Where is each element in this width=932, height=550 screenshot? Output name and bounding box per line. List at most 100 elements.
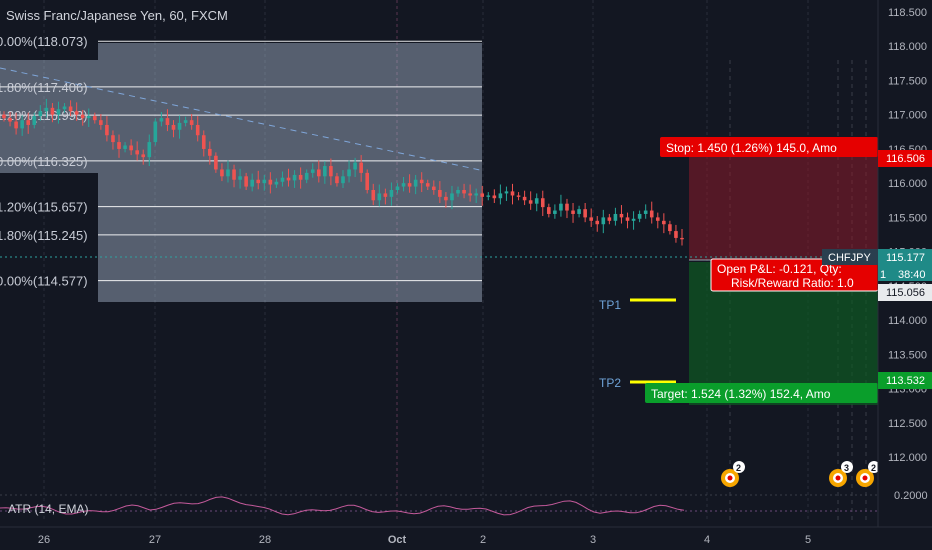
candle-body [383, 193, 388, 197]
stop-price-badge [878, 150, 932, 167]
price-axis[interactable]: 112.000112.500113.000113.500114.000114.5… [822, 0, 932, 550]
price-tick-label: 112.000 [888, 452, 927, 464]
price-tick-label: 118.500 [888, 7, 927, 19]
fib-level-lines [0, 40, 482, 282]
fib-retracement[interactable]: 0.00%(118.073) 1.80%(117.406) 1.20%(116.99… [0, 34, 482, 302]
take-profit-markers[interactable]: TP1 TP2 [599, 298, 676, 390]
candle-body [559, 203, 563, 211]
time-tick-label: 2 [480, 534, 486, 546]
candle-body [335, 176, 339, 184]
time-tick-label: 3 [590, 534, 596, 546]
event-flag-dot [862, 475, 868, 481]
candle-body [220, 169, 224, 177]
candle-body [371, 190, 376, 201]
candle-body [444, 196, 448, 201]
candle-body [250, 179, 254, 187]
entry-price-text: 115.056 [886, 287, 925, 299]
target-label-text: Target: 1.524 (1.32%) 152.4, Amo [651, 387, 831, 401]
event-count: 2 [871, 463, 876, 473]
time-axis-bg [0, 527, 932, 550]
candle-body [607, 217, 612, 221]
target-label[interactable]: Target: 1.524 (1.32%) 152.4, Amo [645, 383, 878, 403]
symbol-title[interactable]: Swiss Franc/Japanese Yen, 60, FXCM [6, 8, 228, 23]
price-tick-label: 112.500 [888, 418, 927, 430]
candle-body [504, 191, 509, 194]
candle-body [274, 181, 279, 185]
event-badges[interactable]: 2 3 2 [721, 461, 880, 487]
candle-body [2, 114, 6, 119]
candle-body [649, 210, 654, 218]
candle-body [123, 145, 127, 149]
candle-body [323, 166, 327, 177]
event-count-bubble [733, 461, 745, 473]
candle-body [565, 203, 569, 211]
time-tick-labels: 26 27 28 Oct 2 3 4 5 [38, 534, 811, 546]
candle-body [480, 193, 485, 197]
stop-label-box [660, 137, 878, 157]
target-price-text: 113.532 [886, 375, 925, 387]
candle-body [232, 169, 236, 180]
candle-body [528, 200, 533, 204]
time-tick-label: 4 [704, 534, 710, 546]
candle-body [486, 195, 491, 197]
candle-body [44, 107, 49, 112]
candle-body [631, 218, 636, 221]
target-price-badge [878, 372, 932, 389]
time-tick-label: 28 [259, 534, 271, 546]
candle-body [153, 121, 158, 143]
candle-body [129, 145, 133, 151]
candle-body [117, 142, 121, 149]
fib-level-label: 1.20%(116.993) [0, 108, 88, 123]
candle-body [214, 155, 218, 170]
fib-trend-line[interactable] [0, 67, 481, 171]
symbol-badge-text: CHFJPY [828, 252, 871, 264]
candle-body [304, 172, 309, 180]
candle-body [298, 174, 303, 180]
event-badge[interactable]: 2 [721, 461, 745, 487]
candle-body [577, 209, 581, 214]
candle-body [111, 135, 115, 143]
current-price-text: 115.177 [886, 252, 925, 264]
atr-indicator: ATR (14, EMA) [0, 494, 878, 516]
candle-body [637, 213, 642, 219]
stop-label[interactable]: Stop: 1.450 (1.26%) 145.0, Amo [660, 137, 878, 157]
candle-body [226, 169, 230, 177]
current-price-badge [878, 249, 932, 281]
candle-body [395, 186, 400, 190]
atr-label: ATR (14, EMA) [8, 502, 88, 516]
pnl-box[interactable]: Open P&L: -0.121, Qty: Risk/Reward Ratio… [710, 258, 879, 292]
candle-body [74, 111, 79, 115]
candle-body [674, 231, 678, 238]
candle-body [159, 118, 164, 122]
price-tick-label: 117.000 [888, 110, 927, 122]
candle-body [20, 120, 24, 129]
candle-body [601, 217, 606, 225]
candle-body [389, 190, 394, 197]
candle-body [177, 122, 182, 130]
candle-body [280, 177, 285, 182]
candle-body [8, 118, 12, 122]
candle-body [316, 169, 321, 177]
candle-body [468, 193, 472, 196]
time-tick-label: 26 [38, 534, 50, 546]
candle-body [286, 177, 291, 181]
event-badge[interactable]: 3 [829, 461, 853, 487]
candle-body [668, 224, 672, 232]
event-flag-dot [727, 475, 733, 481]
stop-price-text: 116.506 [886, 153, 925, 165]
candle-body [262, 179, 267, 184]
candle-body [310, 169, 315, 173]
candle-body [99, 120, 103, 125]
price-tick-label: 115.500 [888, 212, 927, 224]
event-flag-dot [835, 475, 841, 481]
time-axis[interactable]: 26 27 28 Oct 2 3 4 5 [0, 526, 932, 550]
candle-body [201, 135, 206, 149]
event-badge[interactable]: 2 [856, 461, 880, 487]
fib-level-label: 1.80%(115.245) [0, 228, 88, 243]
stop-zone [689, 145, 878, 260]
candle-body [147, 142, 152, 158]
fib-level-label: 0.00%(116.325) [0, 154, 88, 169]
candle-body [26, 120, 31, 125]
